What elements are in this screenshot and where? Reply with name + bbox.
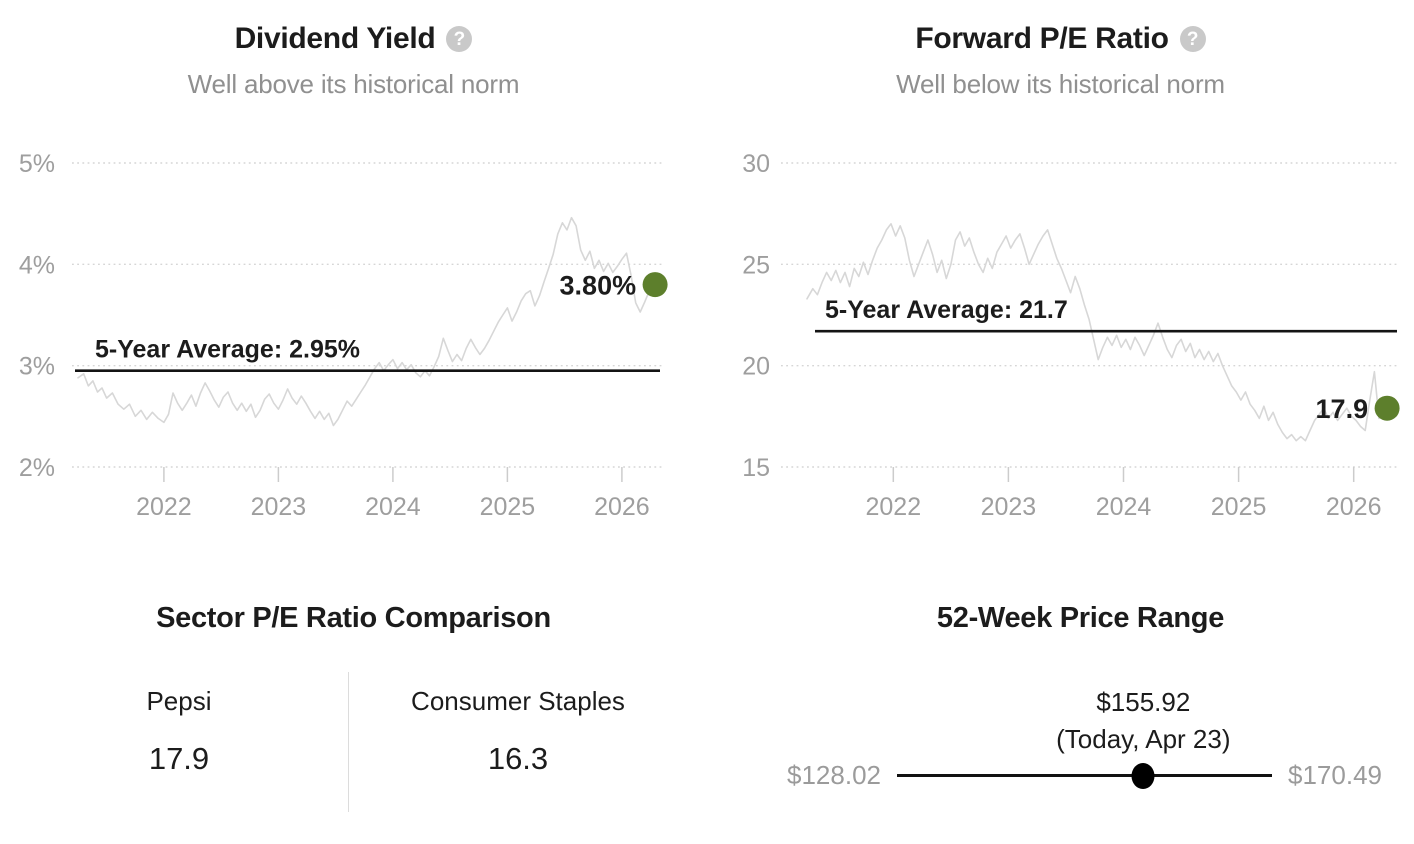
current-price: $155.92 (1096, 687, 1191, 717)
chart-title: Forward P/E Ratio (915, 22, 1169, 55)
price-range-track: $155.92 (Today, Apr 23) (897, 687, 1272, 789)
svg-text:2023: 2023 (251, 493, 307, 521)
section-title: 52-Week Price Range (936, 602, 1225, 634)
svg-text:3%: 3% (19, 353, 55, 381)
svg-text:2026: 2026 (594, 493, 650, 521)
chart-subtitle: Well above its historical norm (187, 69, 520, 99)
svg-text:5-Year Average: 21.7: 5-Year Average: 21.7 (825, 296, 1068, 324)
current-price-date: (Today, Apr 23) (1056, 724, 1231, 754)
svg-text:3.80%: 3.80% (560, 271, 637, 301)
comparison-label: Pepsi (146, 686, 212, 716)
price-range-panel: 52-Week Price Range $128.02 $155.92 (Tod… (707, 560, 1414, 844)
svg-text:2025: 2025 (1211, 493, 1267, 521)
chart-subtitle: Well below its historical norm (896, 69, 1225, 99)
range-low-label: $128.02 (787, 760, 881, 790)
comparison-label: Consumer Staples (411, 686, 625, 716)
svg-text:2022: 2022 (136, 493, 192, 521)
price-range-row: $128.02 $155.92 (Today, Apr 23) $170.49 (776, 687, 1414, 791)
comparison-value: 16.3 (487, 741, 549, 776)
sector-pe-comparison-panel: Sector P/E Ratio Comparison Pepsi 17.9 C… (0, 560, 707, 844)
comparison-value: 17.9 (148, 741, 210, 776)
svg-text:2026: 2026 (1326, 493, 1382, 521)
svg-text:4%: 4% (19, 251, 55, 279)
chart-header: Forward P/E Ratio ? (707, 0, 1414, 56)
svg-text:25: 25 (742, 251, 770, 279)
svg-text:2%: 2% (19, 454, 55, 482)
dividend-yield-panel: Dividend Yield ? Well above its historic… (0, 0, 707, 560)
section-title: Sector P/E Ratio Comparison (156, 602, 551, 634)
svg-text:2025: 2025 (480, 493, 536, 521)
svg-text:15: 15 (742, 454, 770, 482)
range-high-label: $170.49 (1288, 760, 1382, 790)
current-price-label: $155.92 (Today, Apr 23) (1013, 684, 1273, 758)
current-price-dot (1131, 762, 1155, 789)
svg-text:5-Year Average: 2.95%: 5-Year Average: 2.95% (95, 336, 360, 364)
forward-pe-chart: 30 25 20 15 2022 2023 2024 2025 2026 5-Year Avera… (742, 150, 1400, 521)
comparison-column-pepsi: Pepsi 17.9 (10, 672, 348, 812)
chart-header: Dividend Yield ? (0, 0, 707, 56)
svg-text:2023: 2023 (981, 493, 1037, 521)
help-icon[interactable]: ? (446, 26, 473, 52)
svg-text:2022: 2022 (865, 493, 921, 521)
svg-text:2024: 2024 (1096, 493, 1152, 521)
chart-title: Dividend Yield (234, 22, 436, 55)
comparison-column-consumer-staples: Consumer Staples 16.3 (349, 672, 687, 812)
svg-text:2024: 2024 (365, 493, 421, 521)
svg-text:20: 20 (742, 353, 770, 381)
divider (348, 672, 349, 812)
dividend-yield-chart: 5% 4% 3% 2% 2022 2023 2024 2025 2026 5-Year Avera… (19, 150, 668, 521)
svg-text:30: 30 (742, 150, 770, 178)
svg-text:17.9: 17.9 (1316, 394, 1369, 424)
comparison-row: Pepsi 17.9 Consumer Staples 16.3 (10, 672, 687, 812)
forward-pe-panel: Forward P/E Ratio ? Well below its histo… (707, 0, 1414, 560)
svg-text:5%: 5% (19, 150, 55, 178)
help-icon[interactable]: ? (1179, 26, 1206, 52)
price-range: $128.02 $155.92 (Today, Apr 23) $170.49 (776, 687, 1414, 791)
